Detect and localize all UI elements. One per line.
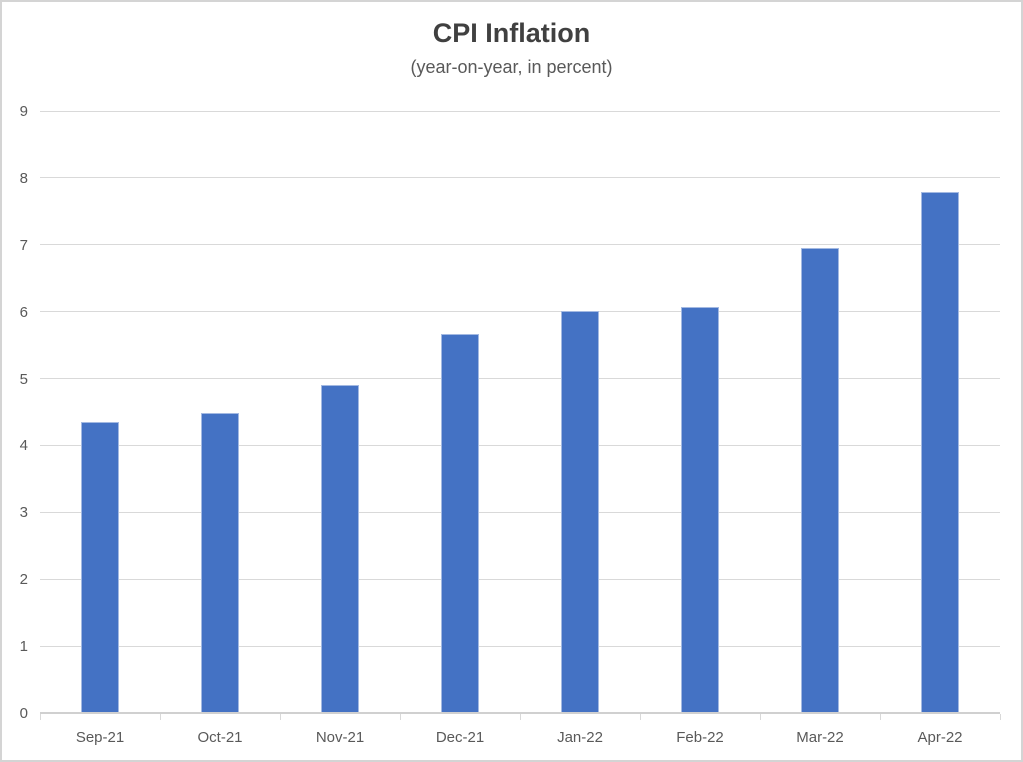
bar-feb-22 [681,306,719,713]
bar-oct-21 [201,413,239,713]
x-axis-tick-mark [40,714,41,720]
bar-sep-21 [81,422,119,713]
y-axis-tick-label: 2 [19,571,28,589]
x-axis-tick-mark [280,714,281,720]
y-axis-tick-label: 6 [19,303,28,321]
y-axis-tick-label: 0 [19,705,28,722]
y-axis-tick-label: 9 [19,103,28,120]
y-axis-tick-label: 4 [19,437,28,455]
gridline [40,645,1000,647]
gridline [40,444,1000,446]
x-axis-tick-mark [640,714,641,720]
x-axis-tick-label: Oct-21 [197,729,243,746]
gridline [40,378,1000,380]
bar-mar-22 [801,248,839,713]
x-axis-tick-label: Feb-22 [676,729,724,746]
gridline [40,311,1000,313]
y-axis-tick-label: 1 [19,638,28,656]
gridline [40,177,1000,179]
gridline [40,244,1000,246]
y-axis-tick-label: 5 [19,370,28,388]
x-axis-tick-mark [520,714,521,720]
x-axis-tick-mark [760,714,761,720]
chart-subtitle: (year-on-year, in percent) [410,57,613,77]
x-axis-tick-mark [400,714,401,720]
y-axis-tick-label: 8 [19,169,28,187]
x-axis-tick-mark [880,714,881,720]
bar-nov-21 [321,384,359,713]
bar-dec-21 [441,334,479,713]
bar-apr-22 [921,191,959,713]
x-axis-tick-label: Apr-22 [917,729,963,746]
x-axis-tick-label: Sep-21 [75,729,125,746]
x-axis-tick-label: Jan-22 [557,729,603,746]
x-axis-tick-label: Nov-21 [315,729,365,746]
y-axis-tick-label: 7 [19,236,28,254]
x-axis-tick-mark [160,714,161,720]
x-axis-line [40,712,1000,714]
bar-jan-22 [561,310,599,713]
gridline [40,511,1000,513]
x-axis-tick-label: Dec-21 [435,729,485,746]
gridline [40,578,1000,580]
gridline [40,110,1000,112]
x-axis-tick-label: Mar-22 [796,729,844,746]
x-axis-tick-mark [1000,714,1001,720]
chart-title: CPI Inflation [432,18,591,48]
y-axis-tick-label: 3 [19,504,28,522]
